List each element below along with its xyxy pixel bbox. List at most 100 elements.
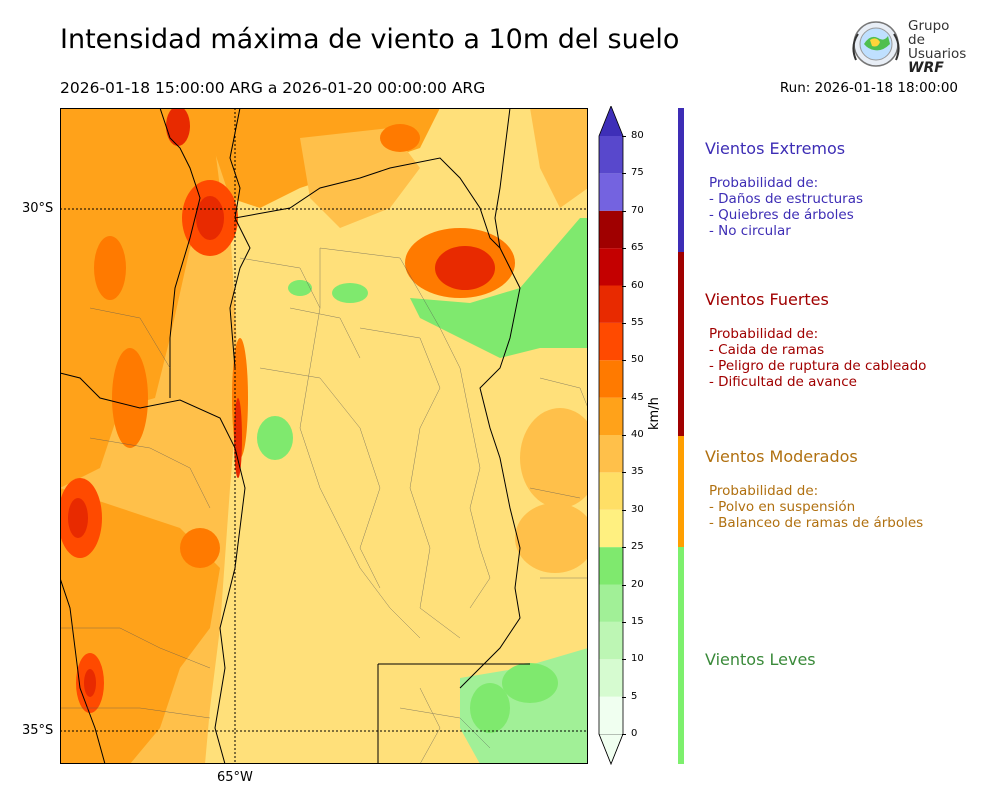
colorbar-tick-mark [622, 509, 626, 511]
colorbar [598, 106, 624, 766]
colorbar-segment [599, 659, 623, 697]
calm-patch-2 [257, 416, 293, 460]
calm-zone-northeast [530, 108, 588, 208]
wind-spot-5 [112, 348, 148, 448]
gridlines [60, 108, 588, 764]
colorbar-tick-label: 20 [631, 578, 644, 590]
category-desc: Probabilidad de: - Polvo en suspensión -… [709, 483, 924, 531]
colorbar-tick-label: 50 [631, 354, 644, 366]
colorbar-tick-mark [622, 360, 626, 362]
calm-patch-4 [502, 663, 558, 703]
run-label: Run: 2026-01-18 18:00:00 [779, 80, 958, 96]
colorbar-tick-label: 65 [631, 242, 644, 254]
colorbar-tick-mark [622, 696, 626, 698]
category-bar-leves [678, 547, 684, 764]
category-title: Vientos Fuertes [705, 290, 829, 309]
colorbar-tick-label: 40 [631, 429, 644, 440]
colorbar-tick-label: 70 [631, 204, 644, 216]
wind-spot-15 [380, 124, 420, 152]
colorbar-segment [599, 472, 623, 510]
colorbar-segment [599, 360, 623, 398]
category-desc: Probabilidad de: - Caida de ramas - Peli… [709, 326, 927, 390]
category-title: Vientos Leves [705, 650, 816, 669]
colorbar-segment [599, 547, 623, 585]
colorbar-tick-label: 55 [631, 316, 644, 328]
chart-title: Intensidad máxima de viento a 10m del su… [60, 24, 680, 55]
wind-spot-14 [435, 246, 495, 290]
colorbar-tick-mark [622, 734, 626, 735]
colorbar-segment [599, 397, 623, 435]
colorbar-tick-label: 45 [631, 391, 644, 403]
category-title: Vientos Extremos [705, 139, 846, 158]
colorbar-tick-mark [622, 322, 626, 324]
lat-label-35s: 35°S [22, 723, 54, 738]
colorbar-tick-label: 80 [631, 130, 644, 141]
colorbar-tick-mark [622, 472, 626, 474]
calm-zone-east [410, 218, 588, 358]
colorbar-segment [599, 584, 623, 622]
wind-zone-northwest [60, 108, 220, 488]
wind-zone-east [520, 408, 588, 508]
colorbar-unit: km/h [647, 397, 662, 430]
wind-spot-7 [68, 498, 88, 538]
wind-zone-southeast [515, 503, 588, 573]
colorbar-segment [599, 136, 623, 174]
colorbar-tick-label: 30 [631, 503, 644, 515]
colorbar-tick-label: 10 [631, 653, 644, 665]
category-extremos: Vientos Extremos Probabilidad de: - Daño… [705, 139, 863, 239]
colorbar-tick-mark [622, 584, 626, 586]
colorbar-segment [599, 509, 623, 548]
colorbar-extend-low [598, 733, 624, 765]
colorbar-tick-mark [622, 659, 626, 661]
wind-spot-2 [196, 196, 224, 240]
colorbar-tick-mark [622, 435, 626, 436]
category-bar-extremos [678, 108, 684, 252]
province-lines [60, 247, 588, 764]
colorbar-tick-mark [622, 547, 626, 549]
lat-label-30s: 30°S [22, 201, 54, 216]
category-bar-moderados [678, 436, 684, 547]
wind-spot-8 [180, 528, 220, 568]
colorbar-tick-mark [622, 173, 626, 175]
wind-spot-10 [84, 669, 96, 697]
wrf-logo: Grupo de Usuarios WRF [848, 16, 968, 76]
wind-spot-4 [94, 236, 126, 300]
calm-patch-3 [288, 280, 312, 296]
lon-label-65w: 65°W [217, 770, 253, 785]
colorbar-tick-mark [622, 210, 626, 212]
colorbar-segment [599, 285, 623, 323]
globe-emblem-icon [852, 21, 900, 67]
colorbar-tick-label: 60 [631, 279, 644, 291]
calm-patch-5 [470, 683, 510, 733]
border-lines [60, 108, 530, 764]
category-fuertes: Vientos Fuertes Probabilidad de: - Caida… [705, 290, 926, 390]
category-title: Vientos Moderados [705, 447, 858, 466]
category-leves: Vientos Leves [705, 650, 816, 669]
category-desc: Probabilidad de: - Daños de estructuras … [709, 175, 864, 239]
colorbar-tick-mark [622, 621, 626, 623]
wind-spot-12 [234, 398, 242, 478]
colorbar-segment [599, 696, 623, 734]
calm-patch-1 [332, 283, 368, 303]
wind-spot-3 [166, 108, 190, 146]
logo-text: Grupo de Usuarios WRF [908, 18, 967, 76]
colorbar-tick-label: 15 [631, 615, 644, 627]
colorbar-tick-label: 35 [631, 466, 644, 478]
colorbar-tick-mark [622, 285, 626, 287]
category-moderados: Vientos Moderados Probabilidad de: - Pol… [705, 447, 923, 531]
colorbar-segment [599, 621, 623, 660]
colorbar-segment [599, 173, 623, 211]
colorbar-tick-mark [622, 248, 626, 250]
colorbar-extend-high [599, 106, 623, 136]
colorbar-tick-mark [622, 136, 626, 137]
wind-map [60, 108, 588, 764]
colorbar-segment [599, 248, 623, 286]
period-label: 2026-01-18 15:00:00 ARG a 2026-01-20 00:… [60, 79, 486, 97]
colorbar-segment [599, 210, 623, 249]
category-bar-fuertes [678, 252, 684, 436]
colorbar-segment [599, 322, 623, 361]
colorbar-tick-mark [622, 397, 626, 399]
colorbar-tick-label: 75 [631, 167, 644, 179]
colorbar-tick-label: 0 [631, 728, 638, 739]
colorbar-tick-label: 25 [631, 541, 644, 553]
